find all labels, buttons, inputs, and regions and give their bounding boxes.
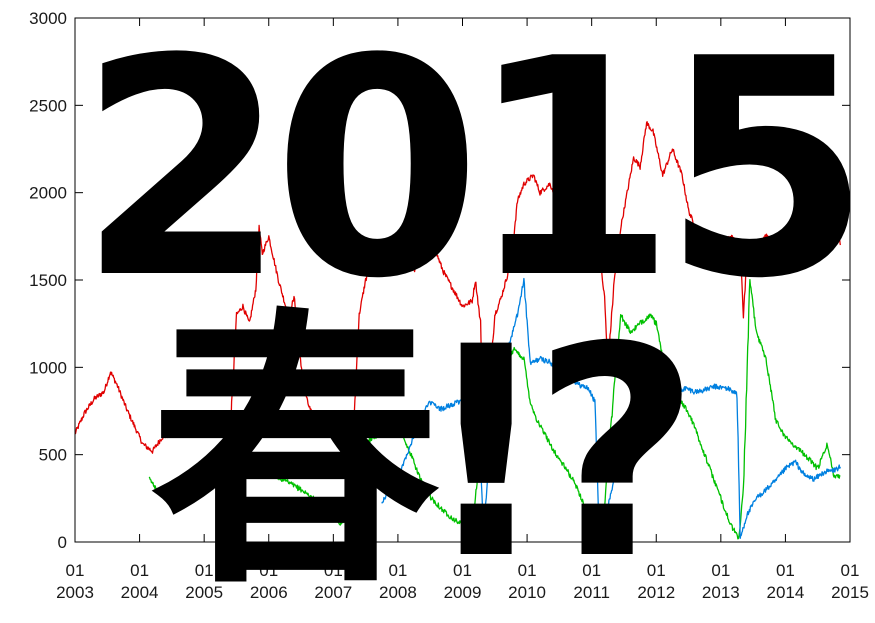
y-tick-label: 3000 [29, 9, 67, 28]
y-tick-label: 0 [58, 533, 67, 552]
x-tick-label: 01 2009 [444, 561, 482, 602]
x-tick-label: 01 2007 [314, 561, 352, 602]
x-tick-label: 01 2012 [637, 561, 675, 602]
x-tick-label: 01 2011 [573, 561, 610, 602]
y-tick-label: 500 [39, 446, 67, 465]
series-line-3 [381, 277, 841, 540]
series-line-1 [74, 121, 841, 454]
ticks-layer [74, 17, 851, 543]
y-tick-label: 2500 [29, 96, 67, 115]
tick-labels: 0 500 1000 1500 2000 2500 3000 01 2003 01 2004 01 20… [29, 9, 869, 602]
x-tick-label: 01 2008 [379, 561, 417, 602]
x-tick-label: 01 2014 [767, 561, 805, 602]
y-tick-label: 1500 [29, 271, 67, 290]
x-tick-label: 01 2005 [185, 561, 223, 602]
x-tick-label: 01 2013 [702, 561, 740, 602]
x-tick-label: 01 2003 [56, 561, 94, 602]
y-tick-label: 2000 [29, 184, 67, 203]
x-tick-label: 01 2006 [250, 561, 288, 602]
x-tick-label: 01 2010 [508, 561, 546, 602]
x-tick-label: 01 2004 [121, 561, 159, 602]
x-tick-label: 01 2015 [831, 561, 869, 602]
plot-frame [74, 17, 851, 543]
series-layer [74, 121, 841, 540]
y-tick-label: 1000 [29, 358, 67, 377]
series-line-2 [148, 278, 841, 540]
